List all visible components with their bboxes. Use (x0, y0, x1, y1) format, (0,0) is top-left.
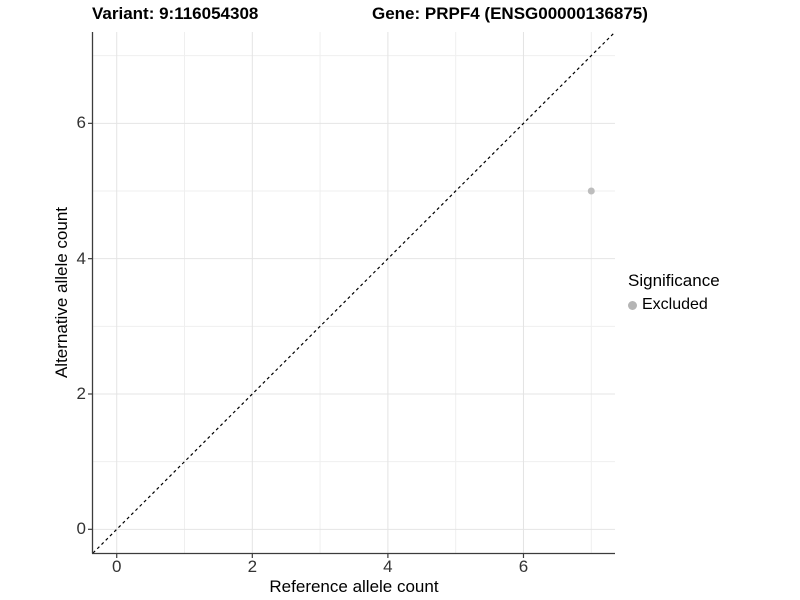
y-axis-title: Alternative allele count (52, 206, 71, 379)
y-tick-label: 4 (76, 248, 86, 268)
x-tick-label: 0 (111, 557, 122, 576)
y-tick-label: 2 (76, 383, 86, 403)
y-tick-label: 0 (76, 519, 86, 539)
identity-reference-line (92, 31, 616, 554)
x-tick-label: 2 (247, 557, 258, 576)
y-axis-title-box: Alternative allele count (50, 32, 74, 553)
gene-title: Gene: PRPF4 (ENSG00000136875) (372, 4, 648, 23)
data-point (587, 187, 595, 195)
legend-item-excluded: Excluded (628, 296, 720, 314)
legend-item-label: Excluded (642, 296, 708, 313)
y-tick-label: 6 (76, 113, 86, 133)
x-tick-label: 6 (518, 557, 529, 576)
legend: Significance Excluded (628, 271, 720, 314)
variant-title: Variant: 9:116054308 (92, 4, 259, 23)
legend-title: Significance (628, 271, 720, 290)
x-tick-label: 4 (383, 557, 393, 576)
legend-point-icon (628, 300, 637, 310)
x-axis-title: Reference allele count (269, 577, 439, 596)
